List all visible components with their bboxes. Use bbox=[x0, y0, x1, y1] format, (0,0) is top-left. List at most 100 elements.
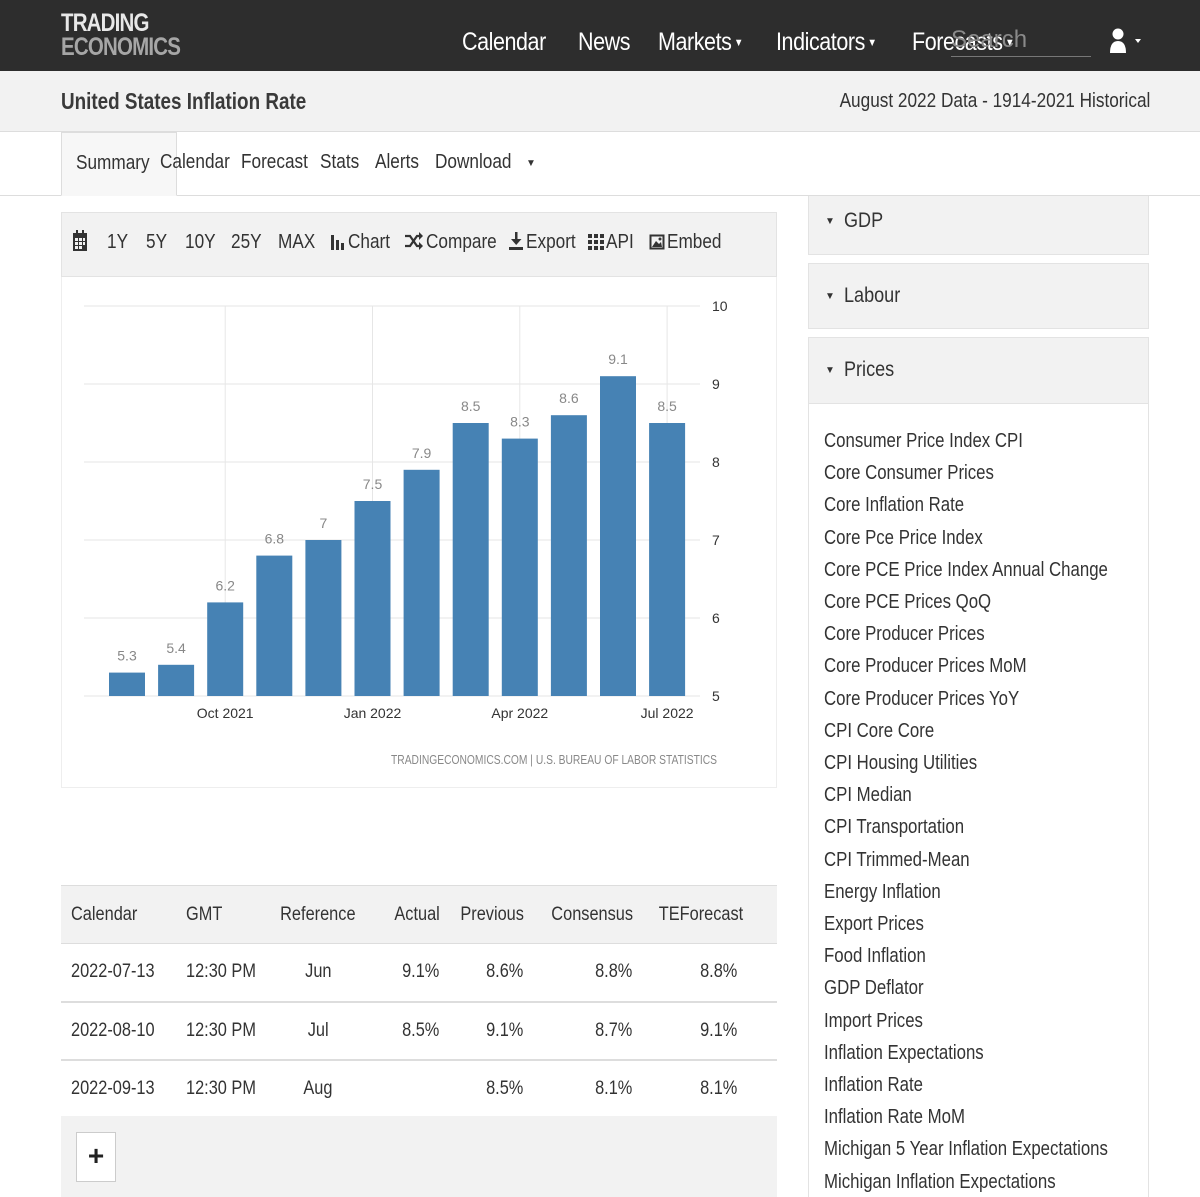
caret-down-icon: ▼ bbox=[525, 158, 536, 169]
data-label: 7.9 bbox=[412, 445, 432, 461]
col-previous: Previous bbox=[449, 885, 534, 944]
title-bar: United States Inflation Rate August 2022… bbox=[0, 71, 1200, 132]
bar-aug-2021 bbox=[109, 672, 145, 696]
bar-nov-2021 bbox=[256, 555, 293, 696]
y-tick-label: 10 bbox=[712, 298, 728, 314]
triangle-down-icon: ▼ bbox=[825, 216, 835, 227]
y-tick-label: 5 bbox=[712, 688, 720, 704]
range-5y-button[interactable]: 5Y bbox=[146, 231, 168, 253]
cell-gmt: 12:30 PM bbox=[173, 1059, 268, 1119]
cell-previous: 8.6% bbox=[449, 943, 534, 1003]
nav-indicators[interactable]: Indicators ▼ bbox=[775, 27, 877, 56]
bar-sep-2021 bbox=[158, 664, 195, 696]
col-gmt: GMT bbox=[173, 885, 268, 944]
sidebar-link-energy-inflation[interactable]: Energy Inflation bbox=[824, 880, 941, 903]
page-tabs: Summary Calendar Forecast Stats Alerts D… bbox=[0, 132, 1200, 196]
sidebar-link-export-prices[interactable]: Export Prices bbox=[824, 913, 924, 935]
tab-stats[interactable]: Stats bbox=[320, 151, 360, 173]
cell-reference: Jun bbox=[267, 943, 369, 1003]
sidebar-link-core-pce-price-index-annual-change[interactable]: Core PCE Price Index Annual Change bbox=[824, 558, 1108, 581]
sidebar-link-core-pce-prices-qoq[interactable]: Core PCE Prices QoQ bbox=[824, 591, 992, 613]
sidebar-link-import-prices[interactable]: Import Prices bbox=[824, 1009, 923, 1032]
range-10y-button[interactable]: 10Y bbox=[185, 231, 216, 253]
sidebar-link-gdp-deflator[interactable]: GDP Deflator bbox=[824, 977, 924, 1000]
x-tick-label: Oct 2021 bbox=[197, 705, 254, 721]
sidebar-link-cpi-trimmed-mean[interactable]: CPI Trimmed-Mean bbox=[824, 848, 970, 871]
caret-down-icon: ▼ bbox=[733, 36, 743, 49]
cell-previous: 8.5% bbox=[449, 1059, 534, 1119]
tab-download[interactable]: Download ▼ bbox=[435, 151, 536, 173]
calendar-icon[interactable] bbox=[72, 230, 90, 255]
logo-line-1: TRADING bbox=[61, 9, 149, 37]
sidebar-section-prices[interactable]: ▼ Prices bbox=[808, 337, 1149, 404]
sidebar-link-core-inflation-rate[interactable]: Core Inflation Rate bbox=[824, 494, 965, 517]
sidebar-section-gdp[interactable]: ▼ GDP bbox=[808, 196, 1149, 255]
nav-news[interactable]: News bbox=[578, 27, 631, 56]
range-25y-button[interactable]: 25Y bbox=[231, 231, 262, 253]
triangle-down-icon: ▼ bbox=[825, 365, 835, 376]
sidebar-link-cpi-transportation[interactable]: CPI Transportation bbox=[824, 816, 965, 839]
tab-forecast[interactable]: Forecast bbox=[241, 151, 308, 173]
data-label: 9.1 bbox=[608, 351, 628, 367]
sidebar-link-inflation-rate[interactable]: Inflation Rate bbox=[824, 1074, 924, 1096]
nav-calendar[interactable]: Calendar bbox=[462, 27, 546, 56]
release-calendar-table: Calendar GMT Reference Actual Previous C… bbox=[61, 885, 777, 1119]
add-event-button[interactable]: + bbox=[76, 1132, 116, 1182]
sidebar-link-core-producer-prices[interactable]: Core Producer Prices bbox=[824, 623, 985, 646]
cell-previous: 9.1% bbox=[449, 1001, 534, 1061]
sidebar-section-labour[interactable]: ▼ Labour bbox=[808, 263, 1149, 329]
cell-date: 2022-07-13 bbox=[61, 943, 174, 1003]
cell-reference: Jul bbox=[267, 1001, 369, 1061]
tab-summary[interactable]: Summary bbox=[61, 132, 177, 196]
top-navbar: TRADING ECONOMICS Calendar News Markets ▼… bbox=[0, 0, 1200, 71]
tab-alerts[interactable]: Alerts bbox=[375, 151, 419, 173]
sidebar-link-core-pce-price-index[interactable]: Core Pce Price Index bbox=[824, 526, 983, 549]
x-tick-label: Jan 2022 bbox=[344, 705, 402, 721]
grid-icon bbox=[588, 234, 604, 250]
bar-apr-2022 bbox=[501, 438, 538, 696]
cell-consensus: 8.8% bbox=[533, 943, 645, 1003]
sidebar-link-core-producer-prices-yoy[interactable]: Core Producer Prices YoY bbox=[824, 687, 1020, 710]
x-tick-label: Jul 2022 bbox=[641, 705, 694, 721]
shuffle-icon bbox=[405, 232, 423, 250]
api-button[interactable]: API bbox=[588, 231, 638, 254]
sidebar-link-inflation-rate-mom[interactable]: Inflation Rate MoM bbox=[824, 1106, 966, 1129]
sidebar-link-core-producer-prices-mom[interactable]: Core Producer Prices MoM bbox=[824, 655, 1027, 678]
sidebar-link-michigan-5-year-inflation-expectations[interactable]: Michigan 5 Year Inflation Expectations bbox=[824, 1138, 1108, 1161]
search-input[interactable] bbox=[951, 24, 1091, 57]
chart-type-button[interactable]: Chart bbox=[330, 231, 397, 254]
compare-button[interactable]: Compare bbox=[404, 231, 508, 254]
range-max-button[interactable]: MAX bbox=[278, 231, 316, 253]
range-1y-button[interactable]: 1Y bbox=[107, 231, 129, 253]
export-button[interactable]: Export bbox=[508, 231, 584, 254]
table-row: 2022-07-13 12:30 PM Jun 9.1% 8.6% 8.8% 8.8% bbox=[61, 943, 777, 1003]
sidebar-link-inflation-expectations[interactable]: Inflation Expectations bbox=[824, 1041, 984, 1064]
sidebar-link-cpi-housing-utilities[interactable]: CPI Housing Utilities bbox=[824, 752, 978, 774]
bar-chart-icon bbox=[331, 235, 344, 250]
data-label: 7.5 bbox=[363, 476, 383, 492]
data-label: 6.8 bbox=[265, 531, 285, 547]
sidebar-link-core-consumer-prices[interactable]: Core Consumer Prices bbox=[824, 462, 994, 485]
embed-button[interactable]: Embed bbox=[649, 231, 730, 254]
y-tick-label: 6 bbox=[712, 610, 720, 626]
data-label: 7 bbox=[320, 515, 328, 531]
nav-markets[interactable]: Markets ▼ bbox=[657, 27, 743, 56]
y-tick-label: 9 bbox=[712, 376, 720, 392]
tab-calendar[interactable]: Calendar bbox=[160, 151, 230, 173]
download-icon bbox=[509, 232, 523, 250]
sidebar-link-consumer-price-index-cpi[interactable]: Consumer Price Index CPI bbox=[824, 430, 1023, 452]
sidebar-link-michigan-inflation-expectations[interactable]: Michigan Inflation Expectations bbox=[824, 1170, 1056, 1193]
data-label: 5.4 bbox=[166, 640, 186, 656]
sidebar-link-food-inflation[interactable]: Food Inflation bbox=[824, 945, 926, 968]
sidebar-link-cpi-core-core[interactable]: CPI Core Core bbox=[824, 719, 935, 742]
bar-oct-2021 bbox=[207, 602, 244, 696]
user-menu[interactable] bbox=[1109, 28, 1145, 54]
inflation-chart: 5 6 7 8 9 10 5.3 5.4 6.2 6.8 7 7.5 7.9 8.5 8.3 8.6 9.1 8.… bbox=[61, 277, 777, 788]
data-label: 8.5 bbox=[461, 398, 481, 414]
sidebar-link-cpi-median[interactable]: CPI Median bbox=[824, 784, 912, 807]
bar-chart-svg: 5 6 7 8 9 10 5.3 5.4 6.2 6.8 7 7.5 7.9 8.5 8.3 8.6 9.1 8.… bbox=[84, 298, 728, 767]
trading-economics-logo[interactable]: TRADING ECONOMICS bbox=[61, 9, 181, 60]
cell-consensus: 8.7% bbox=[533, 1001, 645, 1061]
col-calendar: Calendar bbox=[61, 885, 174, 944]
cell-gmt: 12:30 PM bbox=[173, 943, 268, 1003]
